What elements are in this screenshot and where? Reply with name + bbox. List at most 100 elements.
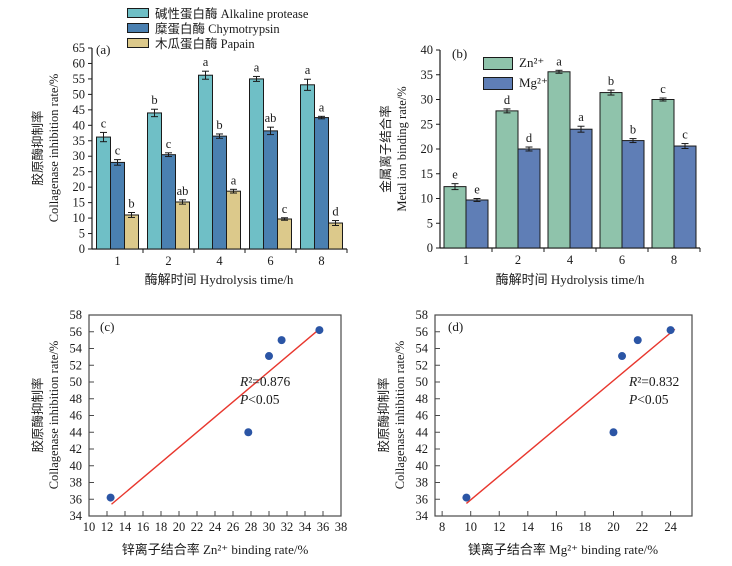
y-tick-label: 56 (416, 325, 429, 339)
stats-annotation: R²=0.876 (239, 374, 291, 389)
legend-swatch (127, 22, 149, 33)
data-point (666, 326, 675, 335)
x-tick-label: 4 (567, 253, 574, 267)
y-tick-label: 60 (73, 56, 86, 70)
y-tick-label: 35 (73, 134, 86, 148)
legend-swatch (483, 76, 513, 90)
y-axis-label-cn: 胶原酶抑制率 (30, 110, 45, 186)
x-tick-label: 24 (664, 520, 677, 534)
data-point (315, 326, 324, 335)
bar (147, 112, 162, 250)
bar (277, 218, 292, 250)
significance-letter: d (526, 131, 533, 145)
bar (651, 99, 675, 249)
y-tick-label: 45 (73, 103, 86, 117)
y-tick-label: 35 (421, 68, 434, 82)
significance-letter: a (254, 60, 260, 74)
x-tick-label: 12 (493, 520, 506, 534)
panel-d-y-axis-label: 胶原酶抑制率 Collagenase inhibition rate/% (376, 341, 409, 490)
bar (621, 140, 645, 249)
y-tick-label: 15 (73, 196, 86, 210)
y-tick-label: 55 (73, 72, 86, 86)
x-tick-label: 22 (636, 520, 649, 534)
legend-label: Zn²⁺ (519, 55, 545, 70)
x-tick-label: 34 (299, 520, 312, 534)
panel-d-x-axis-label: 镁离子结合率 Mg²⁺ binding rate/% (467, 542, 659, 557)
x-tick-label: 2 (165, 254, 171, 268)
significance-letter: ab (265, 111, 277, 125)
y-tick-label: 0 (427, 241, 433, 255)
significance-letter: e (474, 183, 480, 197)
bar (226, 190, 241, 250)
x-tick-label: 8 (671, 253, 677, 267)
data-point (277, 336, 286, 345)
y-tick-label: 46 (416, 409, 429, 423)
x-tick-label: 6 (619, 253, 625, 267)
bar (673, 145, 697, 249)
significance-letter: c (166, 137, 172, 151)
legend-item: 木瓜蛋白酶 Papain (127, 35, 308, 51)
y-tick-label: 46 (70, 409, 83, 423)
significance-letter: a (556, 54, 562, 68)
y-axis-label-cn: 胶原酶抑制率 (376, 377, 391, 453)
y-tick-label: 40 (421, 43, 434, 57)
x-tick-label: 20 (173, 520, 186, 534)
bar (161, 154, 176, 250)
significance-letter: a (231, 173, 237, 187)
significance-letter: a (305, 63, 311, 77)
significance-letter: b (151, 93, 157, 107)
y-tick-label: 15 (421, 167, 434, 181)
legend-label: 木瓜蛋白酶 Papain (155, 37, 255, 51)
y-tick-label: 56 (70, 325, 83, 339)
y-tick-label: 38 (70, 476, 83, 490)
stats-annotation: P<0.05 (239, 392, 280, 407)
significance-letter: b (216, 118, 222, 132)
legend-item: Mg²⁺ (483, 73, 548, 93)
y-tick-label: 0 (79, 242, 85, 256)
bar (198, 74, 213, 250)
x-tick-label: 8 (439, 520, 445, 534)
bar (110, 161, 125, 250)
y-tick-label: 36 (416, 492, 429, 506)
panel-c-y-axis-label: 胶原酶抑制率 Collagenase inhibition rate/% (30, 341, 63, 490)
x-tick-label: 8 (318, 254, 324, 268)
x-tick-label: 10 (83, 520, 96, 534)
y-tick-label: 10 (73, 211, 86, 225)
y-tick-label: 44 (70, 425, 83, 439)
bar (465, 199, 489, 249)
regression-line (465, 328, 676, 504)
y-tick-label: 48 (416, 392, 429, 406)
panel-a-tag: (a) (96, 42, 111, 57)
bar (495, 110, 519, 249)
significance-letter: c (282, 202, 288, 216)
y-tick-label: 50 (416, 375, 429, 389)
y-tick-label: 36 (70, 492, 83, 506)
y-tick-label: 25 (73, 165, 86, 179)
x-tick-label: 24 (209, 520, 222, 534)
y-tick-label: 40 (416, 459, 429, 473)
legend-item: 碱性蛋白酶 Alkaline protease (127, 5, 308, 21)
legend-swatch (483, 56, 513, 70)
x-tick-label: 1 (114, 254, 120, 268)
y-tick-label: 48 (70, 392, 83, 406)
y-axis-label-en: Collagenase inhibition rate/% (47, 340, 61, 490)
y-tick-label: 52 (416, 358, 429, 372)
legend-item: 糜蛋白酶 Chymotrypsin (127, 20, 308, 36)
significance-letter: b (630, 123, 636, 137)
y-tick-label: 54 (416, 342, 429, 356)
y-tick-label: 58 (416, 308, 429, 322)
panel-d-tag: (d) (448, 319, 464, 334)
y-tick-label: 50 (73, 87, 86, 101)
x-tick-label: 32 (281, 520, 294, 534)
data-point (265, 352, 273, 361)
x-tick-label: 6 (267, 254, 273, 268)
y-axis-label-en: Collagenase inhibition rate/% (47, 73, 61, 223)
significance-letter: e (452, 168, 458, 182)
y-axis-label-cn: 金属离子结合率 (378, 105, 393, 193)
bar (547, 71, 571, 249)
x-tick-label: 14 (119, 520, 132, 534)
bar (249, 78, 264, 250)
plot-box (434, 314, 693, 517)
